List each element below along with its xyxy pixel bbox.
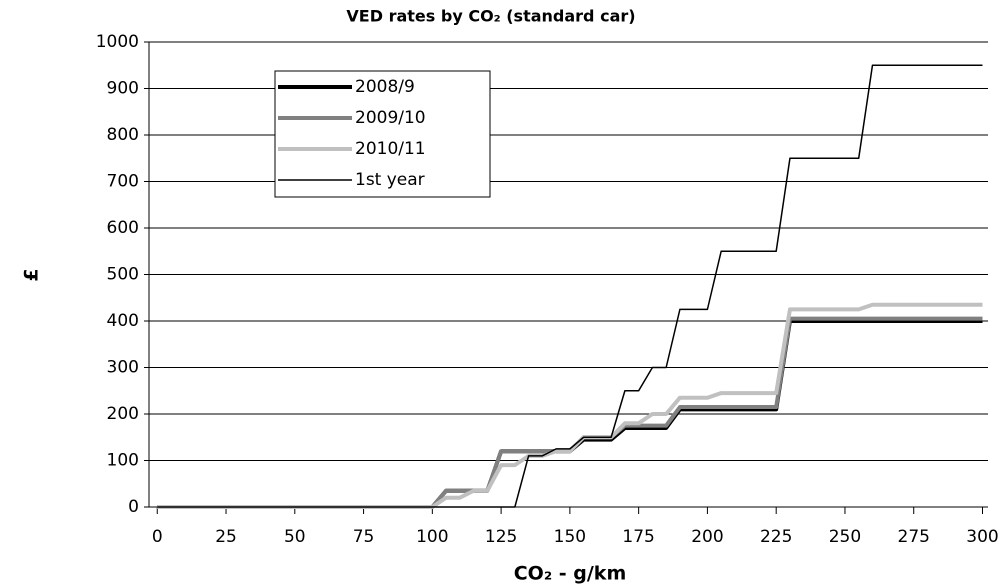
y-tick-label: 700 xyxy=(107,172,139,192)
y-tick-label: 200 xyxy=(107,404,139,424)
series-line xyxy=(157,302,983,509)
x-tick-label: 225 xyxy=(760,527,792,547)
x-tick-label: 250 xyxy=(829,527,861,547)
y-tick-label: 400 xyxy=(107,311,139,331)
x-tick-label: 125 xyxy=(485,527,517,547)
x-tick-label: 100 xyxy=(416,527,448,547)
y-tick-label: 800 xyxy=(107,125,139,145)
chart-title: VED rates by CO₂ (standard car) xyxy=(346,7,635,26)
x-axis-label: CO₂ - g/km xyxy=(514,563,627,585)
y-tick-label: 300 xyxy=(107,358,139,378)
series-line xyxy=(157,64,983,508)
y-tick-label: 600 xyxy=(107,218,139,238)
x-tick-label: 25 xyxy=(215,527,237,547)
y-axis-label: £ xyxy=(21,268,43,281)
x-tick-label: 0 xyxy=(152,527,163,547)
y-tick-label: 1000 xyxy=(96,32,139,52)
x-tick-label: 50 xyxy=(284,527,306,547)
legend-box xyxy=(274,70,491,198)
x-tick-label: 275 xyxy=(898,527,930,547)
y-tick-label: 100 xyxy=(107,451,139,471)
legend-label: 2009/10 xyxy=(355,108,426,128)
y-tick-label: 500 xyxy=(107,265,139,285)
x-tick-label: 175 xyxy=(622,527,654,547)
y-tick-label: 0 xyxy=(128,497,139,517)
legend-label: 1st year xyxy=(355,170,425,190)
x-tick-label: 200 xyxy=(691,527,723,547)
x-tick-label: 150 xyxy=(554,527,586,547)
legend-label: 2008/9 xyxy=(355,77,415,97)
x-tick-label: 300 xyxy=(966,527,998,547)
y-tick-label: 900 xyxy=(107,79,139,99)
legend-label: 2010/11 xyxy=(355,139,426,159)
series-line xyxy=(157,316,983,509)
x-tick-label: 75 xyxy=(353,527,375,547)
